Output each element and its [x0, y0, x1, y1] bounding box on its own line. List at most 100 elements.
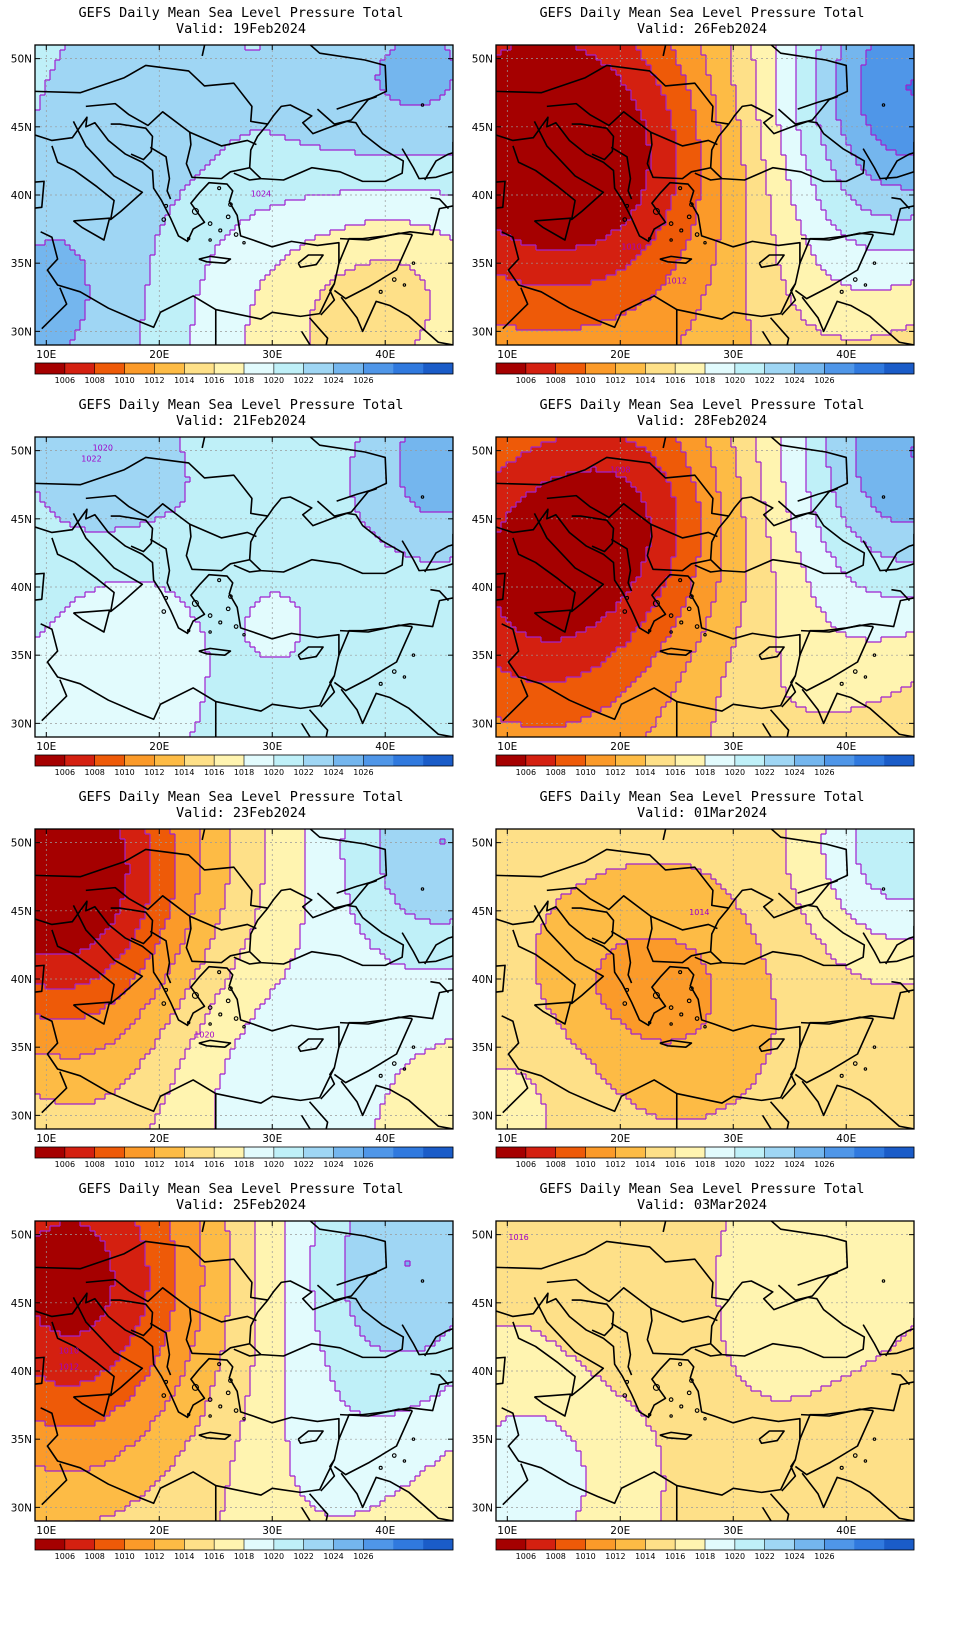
lat-tick-label: 35N: [472, 650, 493, 662]
lon-tick-label: 20E: [610, 349, 630, 361]
panel-valid-date: Valid: 25Feb2024: [0, 1197, 482, 1213]
colorbar-label: 1022: [294, 376, 314, 385]
colorbar-swatch: [94, 363, 125, 374]
colorbar-label: 1010: [114, 768, 134, 777]
colorbar-swatch: [794, 1147, 825, 1158]
lat-tick-label: 30N: [11, 1110, 32, 1122]
colorbar-swatch: [423, 755, 454, 766]
colorbar-swatch: [124, 1147, 155, 1158]
colorbar-swatch: [585, 363, 616, 374]
lon-tick-label: 30E: [723, 349, 743, 361]
lat-tick-label: 50N: [472, 446, 493, 458]
colorbar-label: 1020: [725, 768, 745, 777]
colorbar-label: 1018: [234, 376, 254, 385]
colorbar-swatch: [496, 1539, 527, 1550]
colorbar-label: 1026: [814, 1160, 834, 1169]
colorbar-label: 1014: [635, 1552, 655, 1561]
pressure-fill: [35, 829, 453, 1129]
colorbar-label: 1012: [605, 768, 625, 777]
lon-tick-label: 10E: [497, 1133, 517, 1145]
isobar-lines: [496, 45, 914, 345]
colorbar-swatch: [94, 1539, 125, 1550]
colorbar-label: 1016: [665, 1552, 685, 1561]
colorbar-label: 1008: [85, 768, 105, 777]
colorbar-label: 1006: [516, 768, 536, 777]
colorbar-label: 1026: [353, 1160, 373, 1169]
colorbar-label: 1020: [725, 1160, 745, 1169]
colorbar-swatch: [273, 755, 305, 766]
colorbar-label: 1014: [635, 768, 655, 777]
colorbar-label: 1020: [725, 1552, 745, 1561]
graticule: [496, 45, 914, 345]
colorbar-label: 1012: [144, 1552, 164, 1561]
lon-tick-label: 30E: [262, 1525, 282, 1537]
colorbar-swatch: [35, 1147, 66, 1158]
colorbar-label: 1026: [814, 768, 834, 777]
colorbar-swatch: [734, 755, 766, 766]
panel-valid-date: Valid: 01Mar2024: [461, 805, 943, 821]
lat-tick-label: 40N: [472, 190, 493, 202]
colorbar-label: 1022: [294, 768, 314, 777]
colorbar-swatch: [35, 363, 66, 374]
colorbar-swatch: [303, 1539, 334, 1550]
colorbar-label: 1012: [144, 1160, 164, 1169]
colorbar-swatch: [214, 1147, 245, 1158]
colorbar-label: 1018: [234, 768, 254, 777]
colorbar-swatch: [64, 1147, 96, 1158]
colorbar-label: 1018: [695, 376, 715, 385]
lat-tick-label: 50N: [472, 1230, 493, 1242]
colorbar-label: 1016: [204, 768, 224, 777]
colorbar-label: 1026: [353, 1552, 373, 1561]
colorbar-label: 1018: [695, 1160, 715, 1169]
colorbar-swatch: [615, 1147, 646, 1158]
lon-tick-label: 30E: [262, 1133, 282, 1145]
colorbar-swatch: [184, 363, 215, 374]
colorbar-label: 1024: [323, 376, 343, 385]
colorbar-swatch: [35, 755, 66, 766]
isobar-lines: [35, 437, 453, 737]
colorbar-swatch: [64, 755, 96, 766]
panel-title: GEFS Daily Mean Sea Level Pressure Total: [461, 789, 943, 805]
colorbar-label: 1022: [294, 1552, 314, 1561]
colorbar-swatch: [854, 755, 885, 766]
colorbar-label: 1024: [784, 1160, 804, 1169]
lat-tick-label: 45N: [472, 514, 493, 526]
colorbar-swatch: [555, 363, 586, 374]
colorbar-swatch: [496, 755, 527, 766]
lat-tick-label: 40N: [472, 974, 493, 986]
pressure-fill: [35, 437, 453, 737]
colorbar-label: 1006: [55, 1552, 75, 1561]
colorbar-swatch: [244, 1147, 275, 1158]
lon-tick-label: 10E: [36, 349, 56, 361]
colorbar-swatch: [645, 1147, 676, 1158]
colorbar-label: 1024: [784, 1552, 804, 1561]
lat-tick-label: 35N: [472, 1042, 493, 1054]
contour-label: 1022: [81, 455, 101, 464]
coastlines: [35, 45, 453, 345]
colorbar-swatch: [214, 363, 245, 374]
colorbar-swatch: [303, 363, 334, 374]
colorbar: 1006 1008 1010 1012 1014 1016 1018 1020 1022 1024…: [495, 1538, 915, 1561]
colorbar-swatch: [675, 1539, 706, 1550]
colorbar-swatch: [184, 1147, 215, 1158]
colorbar: 1006 1008 1010 1012 1014 1016 1018 1020 1022 1024…: [495, 754, 915, 777]
lat-tick-label: 35N: [11, 258, 32, 270]
colorbar-label: 1012: [144, 376, 164, 385]
lat-tick-label: 40N: [472, 1366, 493, 1378]
colorbar-swatch: [423, 363, 454, 374]
colorbar-label: 1016: [204, 1552, 224, 1561]
colorbar-swatch: [333, 755, 364, 766]
graticule: [35, 829, 453, 1129]
lat-tick-label: 35N: [11, 1434, 32, 1446]
colorbar-swatch: [794, 1539, 825, 1550]
contour-label: 1014: [689, 908, 709, 917]
coastlines: [496, 45, 914, 345]
colorbar-label: 1012: [605, 376, 625, 385]
colorbar-label: 1008: [546, 1160, 566, 1169]
panel-title: GEFS Daily Mean Sea Level Pressure Total: [0, 789, 482, 805]
colorbar-swatch: [525, 1539, 557, 1550]
lat-tick-label: 50N: [11, 54, 32, 66]
colorbar-swatch: [645, 755, 676, 766]
map-panel: GEFS Daily Mean Sea Level Pressure Total…: [461, 392, 943, 802]
lon-tick-label: 10E: [36, 1133, 56, 1145]
